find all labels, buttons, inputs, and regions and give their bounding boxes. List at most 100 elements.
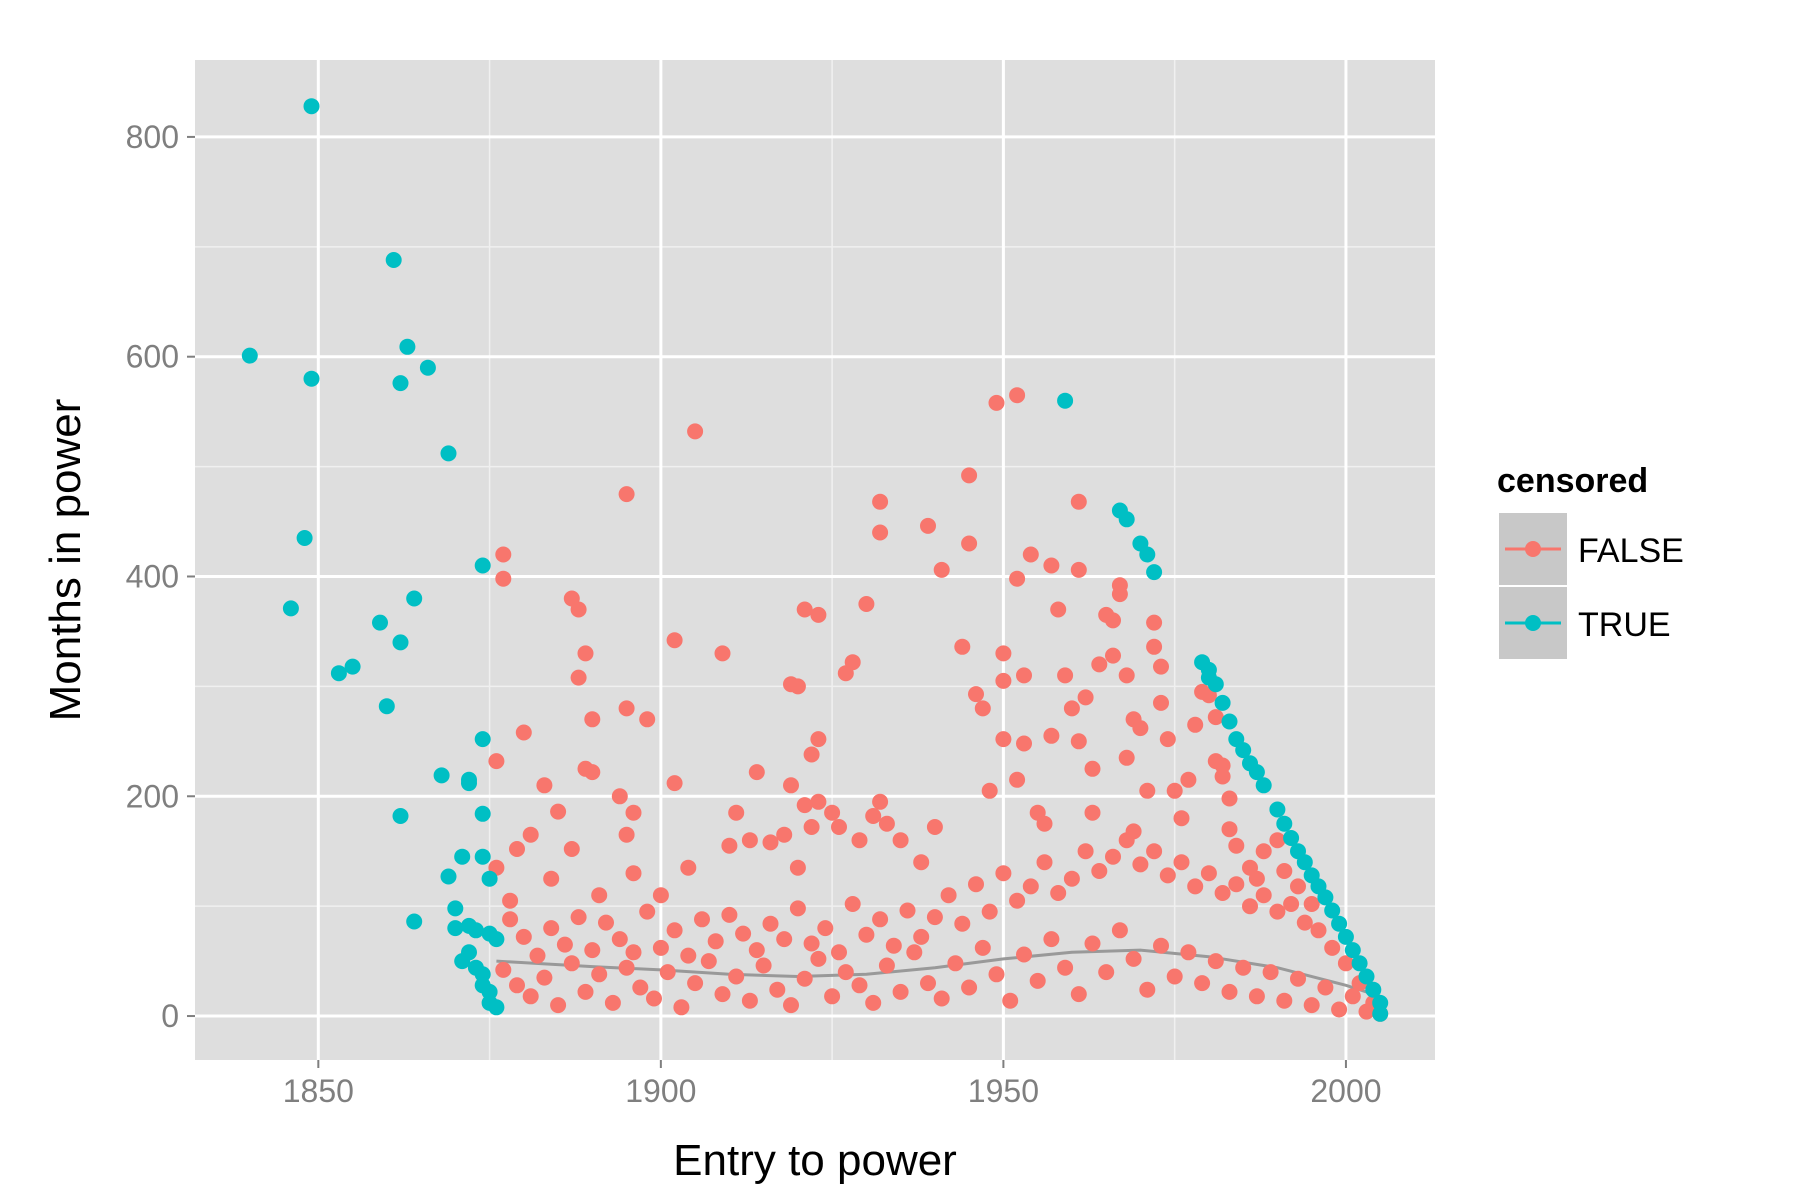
data-point-false: [1084, 760, 1101, 777]
data-point-false: [1276, 863, 1293, 879]
data-point-true: [1248, 764, 1265, 781]
data-point-false: [625, 804, 642, 821]
data-point-false: [714, 986, 731, 1003]
data-point-false: [1166, 782, 1183, 799]
data-point-false: [1159, 731, 1176, 748]
data-point-false: [1242, 898, 1258, 915]
legend: censored FALSE TRUE: [1497, 462, 1684, 661]
data-point-false: [646, 990, 662, 1007]
data-point-true: [1221, 713, 1238, 730]
data-point-false: [570, 669, 587, 686]
data-point-true: [1207, 676, 1224, 693]
data-point-false: [584, 764, 601, 781]
data-point-true: [1146, 564, 1163, 581]
data-point-true: [419, 359, 436, 376]
data-point-false: [1036, 854, 1053, 871]
data-point-true: [474, 848, 491, 865]
data-point-false: [495, 961, 512, 978]
data-point-false: [1173, 810, 1190, 827]
y-tick-label: 800: [126, 119, 179, 155]
data-point-false: [1022, 878, 1039, 895]
data-point-false: [872, 493, 889, 510]
data-point-true: [303, 370, 320, 387]
data-point-true: [447, 900, 464, 917]
data-point-false: [735, 925, 752, 942]
data-point-true: [474, 557, 491, 574]
data-point-false: [926, 909, 943, 926]
data-point-false: [591, 966, 608, 983]
data-point-false: [995, 645, 1012, 662]
data-point-false: [728, 804, 745, 821]
data-point-true: [1365, 981, 1382, 998]
data-point-false: [1050, 601, 1067, 618]
data-point-false: [741, 992, 758, 1009]
minor-gridlines: [195, 60, 1435, 1060]
data-point-true: [461, 775, 477, 792]
data-point-false: [659, 964, 676, 981]
data-point-true: [392, 634, 409, 651]
data-point-false: [1009, 892, 1026, 909]
y-axis-title: Months in power: [41, 399, 90, 722]
data-point-false: [515, 928, 532, 945]
data-point-false: [1153, 694, 1169, 711]
data-point-true: [1255, 777, 1272, 794]
data-point-false: [570, 601, 587, 618]
data-point-false: [1344, 988, 1361, 1005]
data-point-true: [1344, 942, 1361, 959]
data-point-false: [687, 975, 704, 992]
data-point-false: [687, 423, 704, 440]
data-point-false: [1153, 937, 1169, 954]
data-point-false: [954, 638, 971, 655]
y-tick-label: 0: [161, 998, 179, 1034]
data-point-false: [1269, 903, 1286, 920]
data-point-false: [1098, 964, 1115, 981]
data-point-false: [1043, 727, 1060, 744]
data-point-false: [488, 753, 505, 770]
data-point-false: [988, 394, 1005, 411]
data-point-false: [1180, 771, 1197, 788]
data-point-false: [824, 804, 841, 821]
data-point-false: [1310, 922, 1327, 939]
data-point-false: [865, 994, 882, 1011]
x-tick-label: 1850: [283, 1073, 354, 1109]
data-point-false: [748, 942, 765, 959]
data-point-false: [577, 645, 594, 662]
data-point-false: [844, 654, 861, 671]
data-point-false: [872, 793, 889, 810]
data-point-true: [1235, 742, 1252, 759]
data-point-false: [1016, 667, 1032, 684]
data-point-true: [392, 375, 409, 392]
data-point-true: [344, 658, 361, 675]
data-point-false: [1221, 790, 1238, 807]
data-point-false: [1207, 709, 1224, 726]
data-point-false: [995, 731, 1012, 748]
data-point-false: [954, 915, 971, 932]
data-point-false: [789, 859, 806, 876]
legend-key-point: [1525, 615, 1541, 631]
data-point-false: [563, 955, 580, 972]
data-point-false: [810, 793, 827, 810]
data-point-false: [721, 837, 738, 854]
data-point-false: [762, 915, 779, 932]
data-point-false: [1228, 876, 1245, 893]
data-point-false: [892, 832, 909, 849]
data-point-false: [1283, 896, 1300, 912]
data-point-false: [878, 957, 895, 974]
data-point-false: [1118, 667, 1135, 684]
legend-label-false: FALSE: [1578, 532, 1684, 570]
data-point-true: [474, 805, 491, 822]
data-point-false: [556, 936, 573, 953]
data-point-true: [1283, 830, 1300, 846]
data-point-false: [776, 826, 793, 843]
data-point-false: [1043, 557, 1060, 574]
data-point-false: [1331, 1001, 1348, 1018]
data-point-true: [241, 347, 258, 364]
data-point-false: [1084, 804, 1101, 821]
data-point-false: [666, 775, 683, 792]
data-point-false: [652, 939, 669, 956]
data-point-false: [1029, 972, 1046, 989]
data-point-false: [776, 931, 793, 948]
data-point-false: [611, 788, 628, 805]
data-point-false: [584, 711, 601, 728]
data-point-false: [810, 606, 827, 623]
